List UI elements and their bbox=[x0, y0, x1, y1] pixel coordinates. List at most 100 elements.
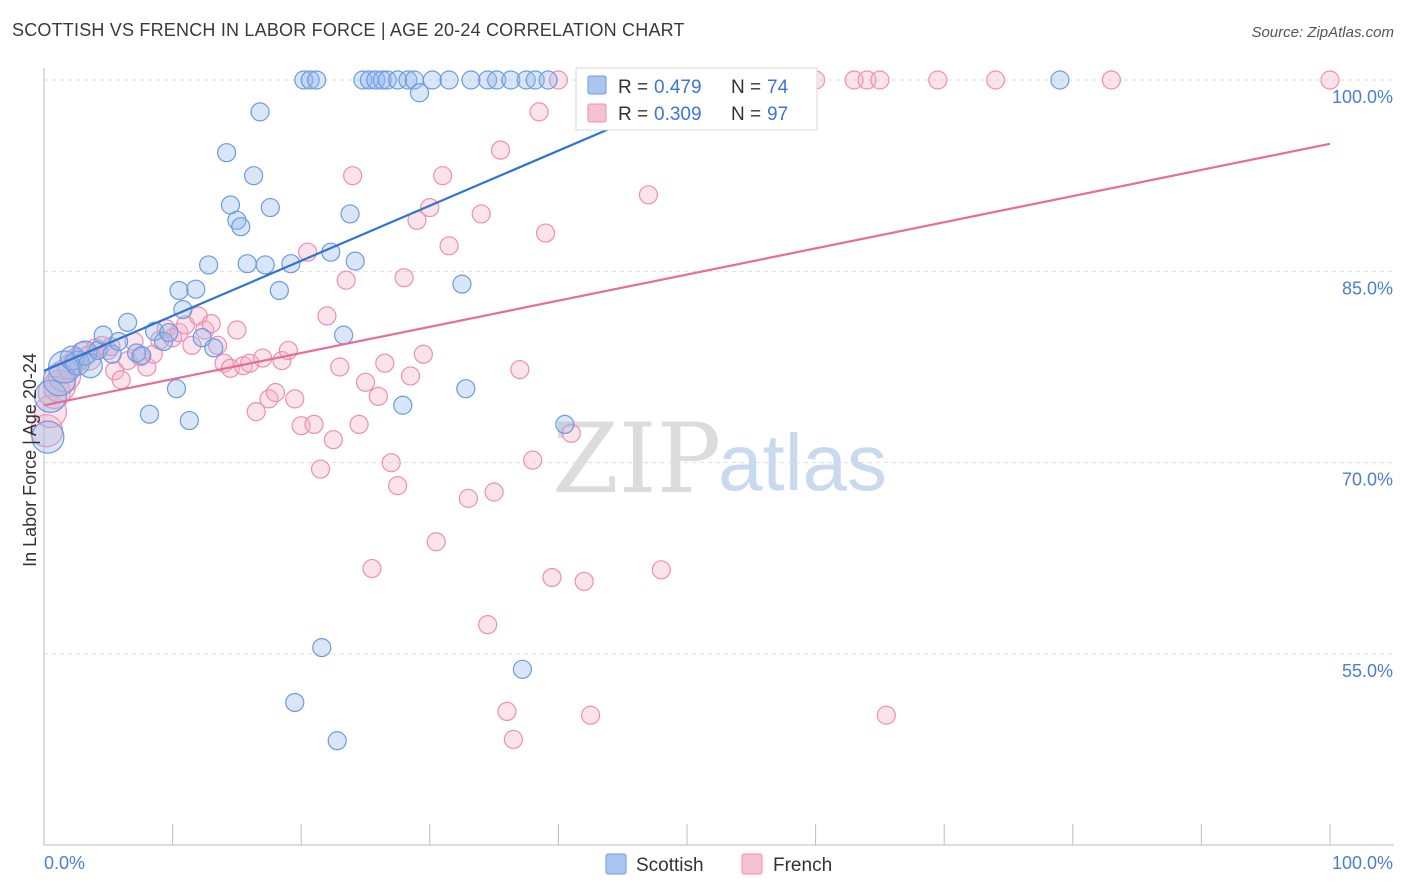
french-point-74 bbox=[529, 102, 549, 122]
french-point-75 bbox=[535, 223, 556, 243]
french-point-91 bbox=[876, 705, 896, 725]
scottish-point-44 bbox=[327, 731, 347, 751]
scottish-point-60 bbox=[452, 274, 472, 294]
french-point-69 bbox=[490, 140, 511, 160]
scottish-point-61 bbox=[456, 379, 476, 399]
scottish-point-69 bbox=[538, 70, 558, 90]
legend-french-n: 97 bbox=[767, 104, 788, 125]
x-tick-label-min: 0.0% bbox=[44, 853, 85, 873]
watermark-zip: ZIP bbox=[552, 403, 721, 515]
french-point-53 bbox=[368, 386, 388, 406]
axes bbox=[43, 68, 1394, 846]
y-axis-title: In Labor Force | Age 20-24 bbox=[20, 353, 40, 567]
french-point-65 bbox=[458, 488, 478, 508]
scottish-point-26 bbox=[204, 338, 224, 358]
scottish-point-12 bbox=[117, 312, 138, 332]
french-point-68 bbox=[484, 482, 504, 502]
scottish-point-17 bbox=[153, 331, 174, 352]
french-point-37 bbox=[265, 382, 286, 403]
french-point-44 bbox=[310, 459, 331, 479]
scottish-point-65 bbox=[501, 70, 521, 90]
french-point-92 bbox=[928, 70, 948, 90]
chart-title: SCOTTISH VS FRENCH IN LABOR FORCE | AGE … bbox=[12, 20, 685, 40]
french-point-54 bbox=[375, 353, 395, 373]
stats-legend: R = 0.479 N = 74 R = 0.309 N = 97 bbox=[575, 67, 818, 131]
legend-box bbox=[575, 67, 818, 131]
french-point-48 bbox=[336, 270, 356, 290]
french-point-52 bbox=[362, 558, 382, 579]
scottish-point-50 bbox=[366, 70, 386, 90]
french-point-34 bbox=[246, 402, 266, 422]
french-point-73 bbox=[523, 450, 543, 470]
legend-scottish-n-label: N = bbox=[731, 77, 761, 98]
french-point-67 bbox=[478, 615, 498, 635]
scottish-point-38 bbox=[285, 692, 305, 713]
source-label: Source: ZipAtlas.com bbox=[1251, 24, 1394, 41]
series-legend: Scottish French bbox=[605, 853, 832, 876]
scottish-point-55 bbox=[398, 70, 418, 90]
french-point-66 bbox=[471, 204, 491, 224]
y-tick-label-2: 70.0% bbox=[1342, 470, 1393, 490]
french-point-58 bbox=[400, 366, 421, 386]
y-tick-label-3: 55.0% bbox=[1342, 661, 1393, 681]
french-point-43 bbox=[304, 414, 324, 434]
french-point-72 bbox=[510, 359, 530, 380]
french-point-31 bbox=[227, 320, 247, 340]
french-point-62 bbox=[426, 532, 446, 552]
french-point-70 bbox=[497, 701, 517, 722]
scottish-point-47 bbox=[345, 251, 365, 271]
legend-french-r-label: R = bbox=[618, 104, 648, 125]
french-point-50 bbox=[349, 414, 369, 434]
y-tick-label-1: 85.0% bbox=[1342, 278, 1393, 298]
french-point-27 bbox=[201, 314, 221, 334]
scottish-point-33 bbox=[250, 102, 270, 122]
scottish-point-23 bbox=[186, 279, 206, 299]
legend-scottish-r: 0.479 bbox=[654, 77, 702, 98]
scottish-point-1 bbox=[33, 379, 68, 413]
bottom-legend-swatch-scottish bbox=[605, 853, 627, 875]
french-point-49 bbox=[343, 166, 363, 186]
french-point-13 bbox=[111, 370, 131, 390]
french-point-93 bbox=[986, 70, 1006, 90]
scottish-point-41 bbox=[307, 70, 327, 90]
french-point-76 bbox=[542, 567, 562, 588]
scottish-point-14 bbox=[132, 345, 152, 366]
scottish-point-35 bbox=[260, 197, 280, 218]
scottish-point-46 bbox=[340, 204, 360, 224]
scottish-point-19 bbox=[166, 379, 187, 399]
french-point-95 bbox=[1320, 70, 1340, 90]
french-point-63 bbox=[433, 166, 453, 186]
scottish-point-30 bbox=[231, 217, 251, 237]
french-point-90 bbox=[870, 70, 890, 90]
french-point-55 bbox=[381, 453, 401, 473]
legend-scottish-n: 74 bbox=[767, 77, 789, 98]
series-scottish-points bbox=[31, 70, 1070, 751]
scottish-point-5 bbox=[64, 350, 91, 376]
legend-scottish-r-label: R = bbox=[618, 77, 648, 98]
french-point-51 bbox=[355, 372, 376, 392]
scottish-point-59 bbox=[439, 70, 459, 90]
french-point-46 bbox=[323, 430, 343, 450]
french-point-82 bbox=[638, 185, 659, 205]
scottish-point-27 bbox=[217, 143, 237, 163]
scottish-point-64 bbox=[487, 70, 507, 90]
french-point-80 bbox=[580, 705, 601, 725]
scottish-point-32 bbox=[244, 166, 264, 186]
scottish-point-66 bbox=[512, 659, 532, 679]
scottish-point-73 bbox=[1050, 70, 1070, 90]
scottish-point-57 bbox=[409, 83, 430, 103]
french-point-94 bbox=[1101, 70, 1121, 90]
scottish-point-22 bbox=[179, 410, 199, 431]
legend-swatch-scottish bbox=[587, 75, 607, 95]
scottish-point-13 bbox=[126, 343, 147, 363]
scottish-point-20 bbox=[169, 280, 189, 301]
scottish-point-18 bbox=[159, 322, 179, 343]
french-point-56 bbox=[388, 476, 408, 496]
scottish-point-70 bbox=[555, 414, 575, 434]
french-point-47 bbox=[330, 357, 350, 377]
scottish-point-51 bbox=[372, 70, 392, 90]
scottish-point-52 bbox=[377, 70, 397, 90]
scottish-point-40 bbox=[300, 70, 320, 90]
scottish-point-36 bbox=[269, 280, 289, 301]
